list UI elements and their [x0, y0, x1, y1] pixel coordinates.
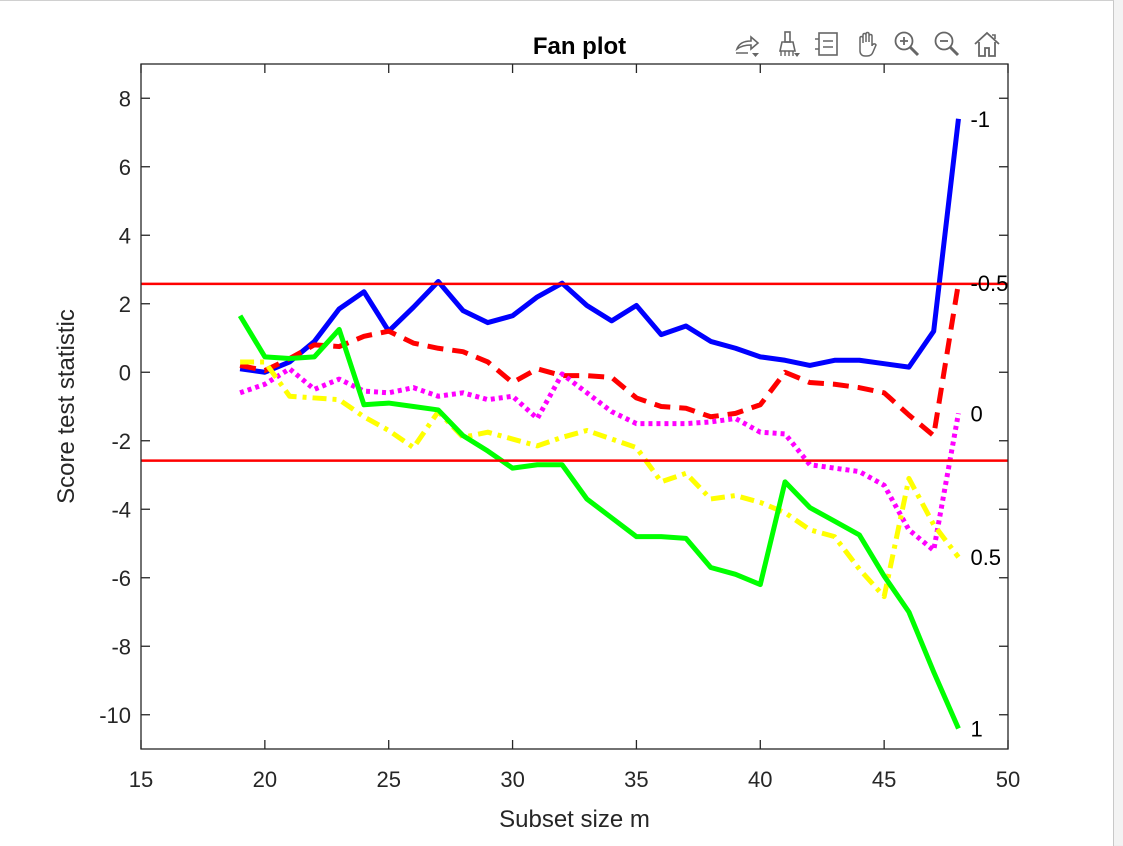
series-label: -1 [970, 107, 990, 132]
y-tick-label: -4 [111, 497, 131, 522]
axes-box [140, 63, 1009, 750]
zoom-in-icon [894, 31, 920, 57]
series-label: 0.5 [970, 545, 1001, 570]
zoom-out-icon [934, 31, 960, 57]
y-tick-label: 8 [119, 86, 131, 111]
series-label: 0 [970, 401, 982, 426]
x-tick-label: 20 [253, 767, 277, 792]
y-tick-label: 2 [119, 292, 131, 317]
series-line-3 [240, 359, 961, 600]
y-tick-label: -2 [111, 429, 131, 454]
chart-title: Fan plot [533, 33, 626, 60]
x-tick-label: 15 [129, 767, 153, 792]
y-tick-label: -6 [111, 566, 131, 591]
pan-button[interactable] [848, 25, 886, 63]
x-tick-label: 25 [376, 767, 400, 792]
x-tick-label: 35 [624, 767, 648, 792]
x-axis-title: Subset size m [499, 806, 650, 833]
x-tick-label: 45 [872, 767, 896, 792]
x-tick-label: 50 [996, 767, 1020, 792]
x-tick-label: 30 [500, 767, 524, 792]
series-line-1 [239, 282, 961, 439]
zoom-out-button[interactable] [928, 25, 966, 63]
series-line-0 [239, 118, 961, 375]
legend-icon [815, 32, 838, 56]
series-line-4 [237, 314, 961, 730]
series-label: 1 [970, 716, 982, 741]
home-icon [974, 31, 1000, 57]
y-tick-label: 4 [119, 223, 131, 248]
axes-background [141, 64, 1008, 749]
home-button[interactable] [968, 25, 1006, 63]
brush-icon [779, 31, 800, 57]
export-icon [735, 35, 760, 57]
y-tick-label: 6 [119, 155, 131, 180]
y-tick-label: -8 [111, 634, 131, 659]
legend-button[interactable] [808, 25, 846, 63]
y-tick-label: 0 [119, 360, 131, 385]
x-tick-label: 40 [748, 767, 772, 792]
zoom-in-button[interactable] [888, 25, 926, 63]
export-button[interactable] [728, 25, 766, 63]
y-tick-label: -10 [99, 703, 131, 728]
y-axis-title: Score test statistic [53, 309, 80, 504]
brush-button[interactable] [768, 25, 806, 63]
axes-toolbar [728, 25, 1006, 65]
pan-icon [859, 31, 877, 57]
side-panel-edge [1114, 0, 1123, 845]
series-label: -0.5 [970, 271, 1008, 296]
